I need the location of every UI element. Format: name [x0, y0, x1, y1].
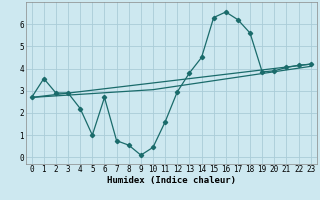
X-axis label: Humidex (Indice chaleur): Humidex (Indice chaleur): [107, 176, 236, 185]
